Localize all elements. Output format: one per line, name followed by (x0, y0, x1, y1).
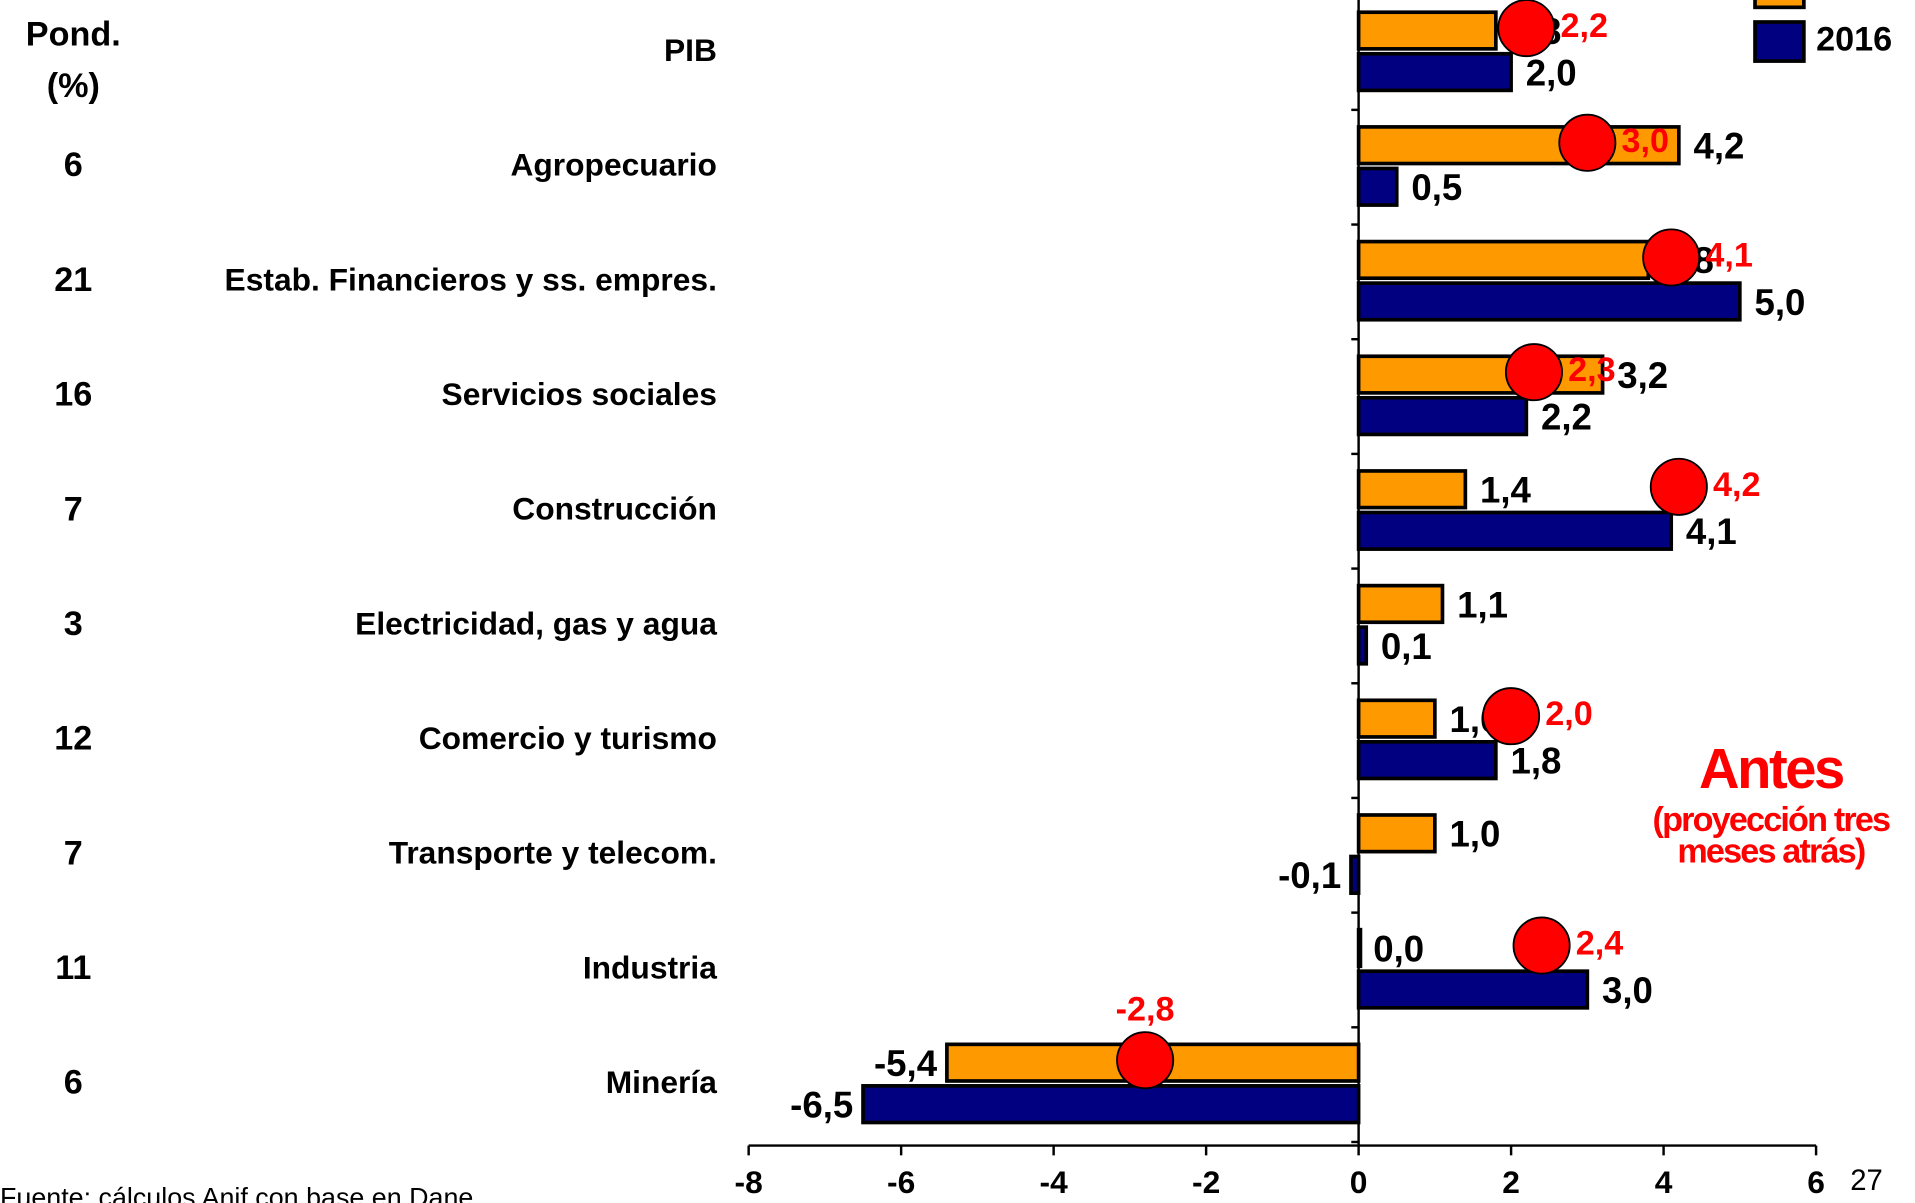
x-tick-label: 4 (1655, 1164, 1673, 1200)
x-tick-label: -6 (887, 1164, 915, 1200)
pond-label: 11 (55, 949, 91, 987)
value-label: 5,0 (1754, 282, 1805, 323)
annotation: Antes (1699, 737, 1843, 800)
projection-marker (1649, 457, 1708, 516)
bar (1356, 625, 1369, 666)
bar (1356, 51, 1513, 93)
bar (1356, 10, 1498, 51)
pond-label: 7 (64, 834, 83, 872)
pond-label: 12 (54, 720, 92, 758)
bar (1356, 395, 1529, 437)
bar (861, 1084, 1361, 1125)
value-label: 2,0 (1526, 52, 1577, 93)
bar (1349, 854, 1361, 895)
pond-label: 6 (64, 146, 83, 184)
bar (1356, 510, 1674, 551)
value-label: 1,0 (1450, 814, 1501, 855)
legend-swatch (1753, 20, 1806, 63)
value-label: 4,1 (1686, 511, 1737, 552)
projection-marker (1482, 687, 1541, 746)
projection-label: 2,2 (1561, 7, 1609, 45)
category-label: Estab. Financieros y ss. empres. (225, 261, 717, 297)
pond-label: 16 (54, 376, 92, 414)
category-label: Minería (606, 1064, 717, 1100)
bar (1356, 469, 1468, 510)
category-label: Servicios sociales (442, 376, 717, 412)
value-label: 0,5 (1411, 167, 1462, 208)
projection-label: 2,3 (1568, 351, 1616, 389)
value-label: -0,1 (1278, 855, 1341, 896)
bar (1356, 927, 1363, 969)
x-tick-label: 0 (1350, 1164, 1368, 1200)
category-label: Agropecuario (510, 147, 716, 183)
bar (1356, 125, 1681, 166)
projection-label: 4,1 (1705, 236, 1753, 274)
projection-marker (1504, 343, 1563, 402)
pond-label: 21 (54, 261, 92, 299)
pond-label: 6 (64, 1064, 83, 1102)
bar (1356, 583, 1445, 625)
bar (1356, 166, 1399, 207)
page-number: 27 (1850, 1164, 1883, 1197)
value-label: 2,2 (1541, 396, 1592, 437)
bar (1356, 239, 1651, 281)
bar (1356, 813, 1437, 854)
x-tick-label: 2 (1502, 1164, 1520, 1200)
value-label: 1,8 (1511, 740, 1562, 781)
projection-label: 4,2 (1713, 466, 1761, 504)
x-tick-label: -4 (1040, 1164, 1069, 1200)
value-label: -5,4 (874, 1043, 938, 1084)
projection-marker (1116, 1031, 1175, 1090)
bar (1356, 739, 1498, 781)
category-label: PIB (664, 32, 717, 68)
projection-marker (1642, 228, 1701, 287)
bar (1356, 281, 1742, 322)
projection-label: 3,0 (1622, 122, 1670, 160)
annotation: (proyección tres (1653, 801, 1890, 839)
category-label: Electricidad, gas y agua (355, 605, 717, 641)
bar (1356, 969, 1590, 1010)
x-tick-label: -2 (1192, 1164, 1220, 1200)
projection-label: 2,4 (1576, 925, 1624, 963)
projection-marker (1558, 113, 1617, 172)
value-label: 4,2 (1693, 126, 1744, 167)
pond-header: (%) (47, 67, 100, 105)
bar (1356, 698, 1437, 739)
projection-label: 2,0 (1545, 695, 1593, 733)
projection-label: -2,8 (1116, 990, 1175, 1028)
projection-marker (1497, 0, 1556, 58)
source: Fuente: cálculos Anif con base en Dane (0, 1182, 473, 1203)
category-label: Transporte y telecom. (389, 835, 717, 871)
category-label: Industria (583, 949, 717, 985)
legend-label: 2016 (1816, 21, 1892, 59)
pond-label: 3 (64, 605, 83, 643)
value-label: 3,0 (1602, 970, 1653, 1011)
value-label: 1,4 (1480, 470, 1532, 511)
annotation: meses atrás) (1677, 833, 1865, 871)
x-tick-label: -8 (735, 1164, 763, 1200)
bar (1356, 354, 1605, 395)
legend-swatch (1753, 0, 1806, 10)
value-label: 0,1 (1381, 626, 1432, 667)
value-label: 0,0 (1373, 928, 1424, 969)
pond-label: 7 (64, 490, 83, 528)
category-label: Construcción (512, 491, 717, 527)
value-label: 1,1 (1457, 584, 1508, 625)
x-tick-label: 6 (1807, 1164, 1825, 1200)
value-label: 3,2 (1617, 355, 1668, 396)
projection-marker (1512, 916, 1571, 975)
category-label: Comercio y turismo (419, 720, 717, 756)
pond-header: Pond. (26, 16, 121, 54)
value-label: -6,5 (790, 1085, 853, 1126)
